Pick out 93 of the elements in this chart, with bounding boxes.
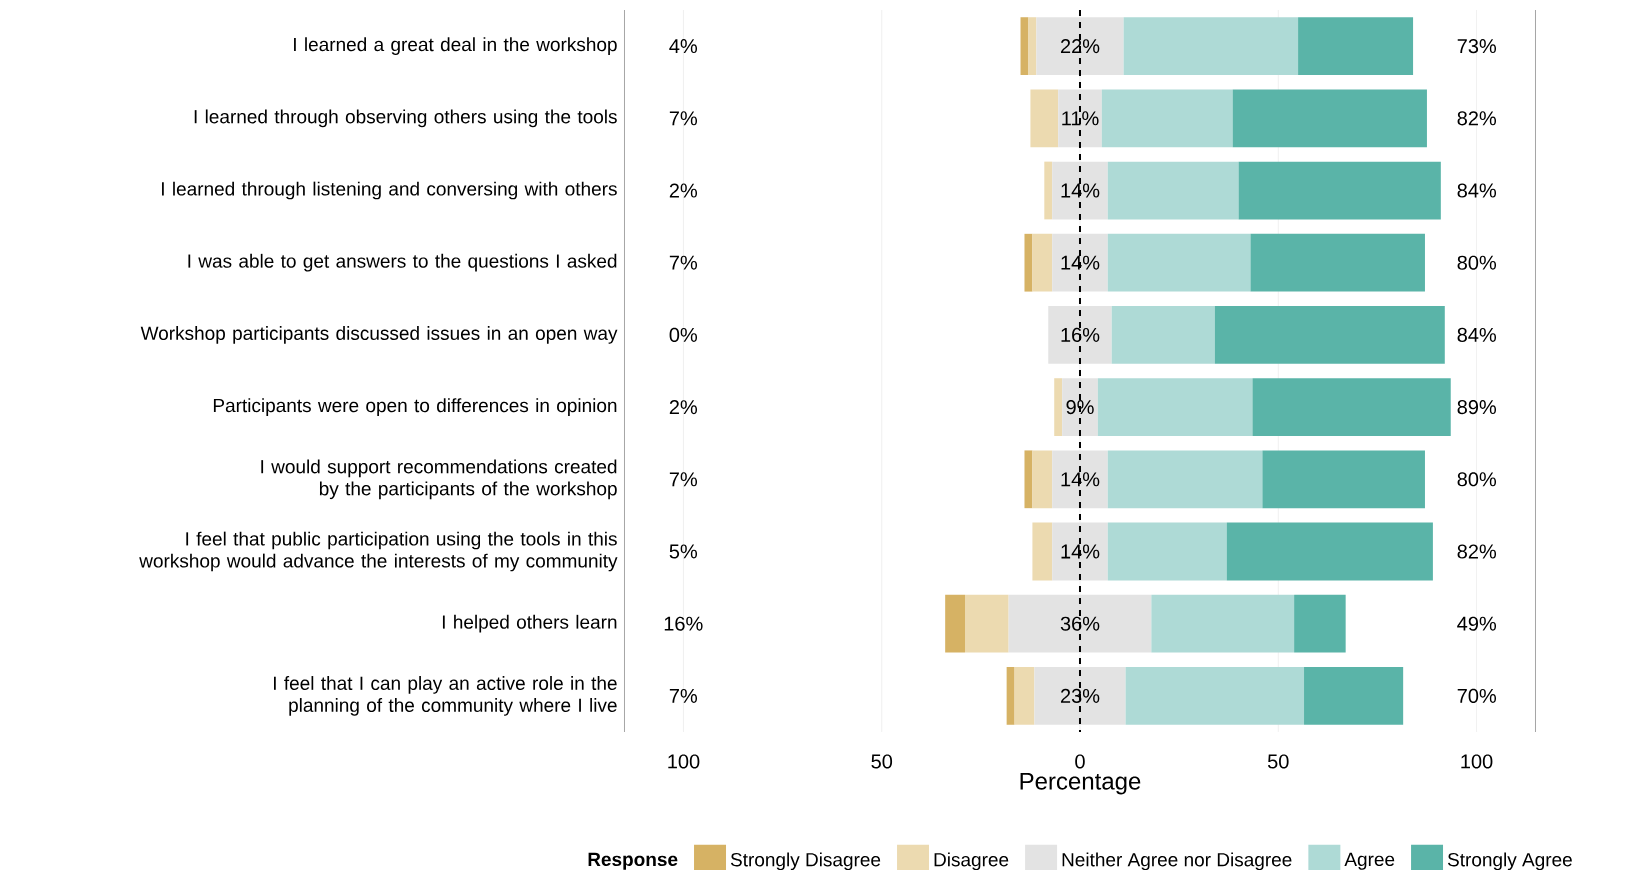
bar bbox=[1028, 17, 1037, 75]
annotation: 73% bbox=[1457, 39, 1497, 54]
y-tick-label: I was able to get answers to the questions I asked bbox=[188, 253, 617, 272]
bar bbox=[1250, 233, 1425, 292]
y-tick-label: I learned through observing others using the tools bbox=[194, 109, 617, 128]
bar bbox=[1032, 233, 1053, 292]
bar bbox=[1052, 450, 1108, 509]
bar bbox=[1298, 17, 1414, 75]
bar bbox=[1232, 89, 1427, 148]
bar bbox=[1107, 161, 1239, 220]
annotation: 84% bbox=[1457, 327, 1497, 342]
x-tick-label: 100 bbox=[1461, 754, 1493, 769]
bar bbox=[965, 594, 1009, 653]
bar bbox=[1052, 161, 1108, 220]
legend-label: Strongly Disagree bbox=[730, 852, 881, 870]
bar bbox=[1044, 161, 1053, 220]
y-tick-label: I learned through listening and conversing with others bbox=[162, 181, 617, 200]
bar bbox=[1226, 522, 1433, 581]
bar bbox=[1101, 89, 1233, 148]
annotation: 70% bbox=[1457, 688, 1497, 703]
bar bbox=[1294, 594, 1346, 653]
bar bbox=[1052, 522, 1108, 581]
bar bbox=[1054, 378, 1063, 436]
bar bbox=[1123, 17, 1299, 75]
data-label: 14% bbox=[1061, 472, 1100, 487]
bar bbox=[1262, 450, 1425, 509]
annotation: 49% bbox=[1457, 616, 1497, 631]
annotation: 82% bbox=[1457, 111, 1497, 126]
data-label: 23% bbox=[1060, 688, 1100, 703]
legend-label: Neither Agree nor Disagree bbox=[1062, 852, 1292, 870]
bar bbox=[1214, 306, 1445, 364]
bar bbox=[1097, 378, 1253, 436]
x-axis-title: Percentage bbox=[1020, 772, 1141, 795]
x-tick-label: 50 bbox=[871, 754, 893, 769]
bar bbox=[1304, 667, 1404, 725]
data-label: 22% bbox=[1060, 39, 1100, 54]
legend-label: Disagree bbox=[934, 852, 1009, 870]
x-tick-label: 0 bbox=[1075, 754, 1085, 769]
y-tick-label: Participants were open to differences in opinion bbox=[213, 398, 617, 416]
bar bbox=[945, 594, 965, 653]
bar bbox=[1252, 378, 1451, 436]
bar bbox=[1111, 306, 1215, 364]
bar bbox=[1030, 89, 1059, 148]
bar bbox=[1008, 594, 1152, 653]
bar bbox=[1052, 233, 1108, 292]
annotation: 4% bbox=[669, 39, 698, 54]
y-tick-label: I helped others learn bbox=[442, 614, 617, 633]
bar bbox=[1036, 17, 1124, 75]
annotation: 5% bbox=[669, 544, 698, 559]
bar bbox=[1032, 522, 1053, 581]
annotation: 7% bbox=[669, 111, 698, 126]
annotation: 7% bbox=[669, 255, 698, 270]
annotation: 84% bbox=[1457, 183, 1497, 198]
data-label: 9% bbox=[1066, 400, 1094, 415]
legend-title: Response bbox=[588, 852, 678, 870]
annotation: 7% bbox=[669, 688, 698, 703]
bar bbox=[1014, 667, 1035, 725]
annotation: 80% bbox=[1457, 472, 1497, 487]
x-tick-label: 50 bbox=[1267, 754, 1289, 769]
bar bbox=[1034, 667, 1126, 725]
data-label: 14% bbox=[1061, 183, 1100, 198]
annotation: 0% bbox=[669, 327, 698, 342]
y-tick-label: I feel that I can play an active role in the planning of the community where I live bbox=[273, 676, 617, 716]
annotation: 82% bbox=[1457, 544, 1497, 559]
data-label: 14% bbox=[1061, 544, 1100, 559]
x-tick-label: 100 bbox=[668, 754, 700, 769]
bar bbox=[1024, 450, 1033, 509]
y-tick-label: I would support recommendations created by the participants of the workshop bbox=[261, 459, 617, 500]
data-label: 14% bbox=[1061, 255, 1100, 270]
annotation: 2% bbox=[669, 400, 698, 415]
bar bbox=[1032, 450, 1053, 509]
annotation: 7% bbox=[669, 472, 698, 487]
annotation: 2% bbox=[669, 183, 698, 198]
bar bbox=[1151, 594, 1295, 653]
legend-label: Strongly Agree bbox=[1447, 852, 1572, 870]
legend-label: Agree bbox=[1344, 852, 1395, 870]
annotation: 80% bbox=[1457, 255, 1497, 270]
y-tick-label: I feel that public participation using the tools in this workshop would advance the interests of my community bbox=[139, 531, 618, 572]
data-label: 11% bbox=[1062, 111, 1099, 126]
y-tick-label: Workshop participants discussed issues in an open way bbox=[140, 326, 618, 344]
bar bbox=[1107, 450, 1263, 509]
annotation: 16% bbox=[664, 616, 703, 631]
y-tick-label: I learned a great deal in the workshop bbox=[294, 37, 617, 55]
bar bbox=[1048, 306, 1112, 364]
bar bbox=[1125, 667, 1305, 725]
bar bbox=[1107, 233, 1251, 292]
bar bbox=[1238, 161, 1441, 220]
bar bbox=[1024, 233, 1033, 292]
annotation: 89% bbox=[1457, 400, 1497, 415]
bar bbox=[1107, 522, 1227, 581]
bar bbox=[1058, 89, 1102, 148]
bar bbox=[1062, 378, 1098, 436]
bar bbox=[1006, 667, 1015, 725]
